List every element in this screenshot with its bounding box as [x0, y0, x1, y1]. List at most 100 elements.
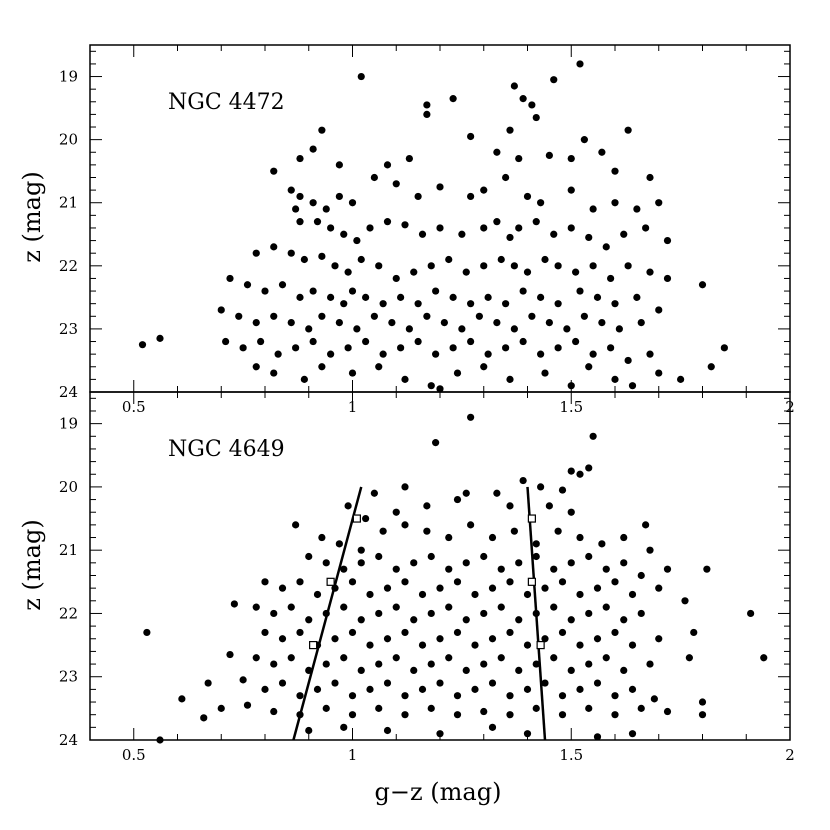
data-point — [322, 205, 330, 213]
data-point — [309, 287, 317, 295]
data-point — [357, 255, 365, 264]
data-point — [270, 312, 278, 320]
data-point — [432, 350, 440, 358]
data-point — [580, 312, 588, 320]
data-point — [602, 565, 610, 573]
data-point — [593, 293, 602, 301]
data-point — [226, 650, 234, 659]
data-point — [624, 262, 632, 270]
data-point — [690, 628, 698, 637]
data-point — [287, 603, 295, 611]
data-point — [453, 628, 462, 637]
data-point — [318, 533, 326, 542]
data-point — [523, 685, 532, 693]
data-point — [296, 293, 304, 301]
data-point — [270, 609, 278, 618]
data-point — [519, 287, 527, 295]
data-point — [270, 369, 278, 377]
data-point — [467, 132, 475, 141]
data-point — [523, 590, 532, 599]
x-tick-label: 1 — [348, 398, 358, 416]
data-point — [655, 635, 663, 643]
data-point — [410, 666, 418, 675]
data-point — [243, 281, 252, 289]
data-point — [593, 635, 602, 643]
data-point — [296, 578, 304, 586]
data-point — [436, 584, 444, 592]
data-point — [362, 337, 370, 346]
data-point — [637, 704, 645, 712]
data-point — [620, 230, 628, 238]
data-point — [401, 521, 409, 529]
data-point — [305, 616, 313, 624]
data-point — [515, 666, 523, 675]
data-point — [598, 319, 606, 327]
data-point — [445, 533, 453, 542]
data-point — [532, 660, 540, 668]
data-point — [423, 110, 431, 118]
data-point — [558, 692, 567, 700]
data-point — [375, 552, 383, 561]
data-point — [488, 723, 497, 731]
x-tick-label: 1 — [348, 746, 358, 764]
data-point — [685, 654, 693, 662]
data-point — [453, 369, 462, 377]
data-point — [362, 293, 370, 301]
data-point — [418, 685, 427, 693]
data-point — [585, 704, 593, 712]
data-point — [287, 319, 295, 327]
data-point — [392, 508, 400, 516]
data-point — [357, 546, 365, 554]
data-point — [414, 300, 422, 308]
data-point — [257, 337, 265, 346]
data-point — [663, 236, 672, 245]
data-point — [554, 527, 562, 535]
panel-title: NGC 4472 — [168, 90, 285, 115]
data-point — [379, 350, 387, 358]
data-point — [624, 126, 632, 134]
data-point — [510, 262, 518, 270]
data-point — [261, 685, 269, 693]
data-point — [589, 262, 597, 270]
data-point — [313, 218, 322, 226]
data-point — [576, 641, 584, 649]
data-point — [366, 590, 374, 599]
data-point — [458, 325, 466, 333]
data-point — [366, 685, 374, 693]
data-point — [296, 192, 304, 201]
data-point — [410, 616, 418, 624]
data-point — [585, 660, 593, 668]
data-point — [532, 552, 540, 561]
data-point — [633, 293, 641, 301]
data-point — [497, 565, 505, 573]
data-point — [252, 249, 260, 257]
y-tick-label: 24 — [59, 383, 78, 401]
data-point — [642, 521, 650, 529]
data-point — [383, 584, 392, 592]
data-point — [418, 590, 427, 599]
data-point — [611, 711, 619, 719]
data-point — [519, 476, 527, 485]
data-point — [287, 654, 295, 662]
data-point — [580, 136, 588, 144]
panel-title: NGC 4649 — [168, 437, 285, 462]
data-point — [362, 514, 370, 523]
data-point — [484, 350, 492, 358]
data-point — [401, 221, 409, 229]
data-point — [383, 218, 392, 226]
data-point — [510, 527, 518, 535]
data-point — [567, 616, 575, 624]
data-point — [480, 262, 488, 270]
mean-color-marker — [326, 577, 335, 586]
data-point — [462, 666, 470, 675]
data-point — [663, 565, 672, 573]
data-point — [397, 344, 405, 352]
data-point — [449, 293, 457, 301]
data-point — [366, 641, 374, 649]
data-point — [340, 230, 348, 238]
data-point — [497, 654, 505, 662]
y-axis-label: z (mag) — [18, 519, 46, 610]
data-point — [585, 363, 593, 371]
data-point — [427, 704, 435, 712]
data-point — [698, 281, 707, 289]
